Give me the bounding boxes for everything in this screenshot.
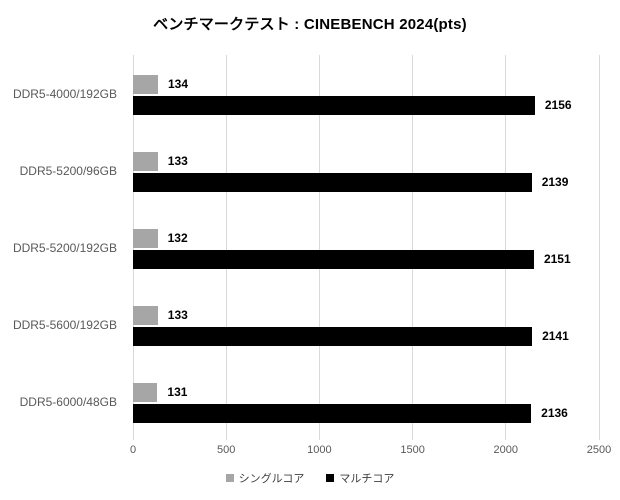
gridline: [225, 55, 227, 440]
category-axis: DDR5-4000/192GB DDR5-5200/96GB DDR5-5200/1…: [0, 55, 125, 440]
bar-row: 131 2136: [133, 363, 599, 440]
legend-item: マルチコア: [326, 470, 394, 486]
x-tick-label: 1500: [400, 444, 425, 456]
single-core-bar: [133, 229, 158, 248]
x-tick-label: 1000: [307, 444, 332, 456]
bar-row: 132 2151: [133, 209, 599, 286]
x-tick-label: 0: [129, 444, 137, 456]
legend-label: シングルコア: [238, 473, 305, 485]
multi-core-bar: [133, 173, 532, 192]
legend-swatch-icon: [225, 474, 234, 482]
multi-core-bar: [133, 96, 535, 115]
bar-row: 134 2156: [133, 55, 599, 132]
legend-swatch-icon: [326, 474, 335, 482]
legend: シングルコア マルチコア: [0, 470, 620, 486]
bar-row: 133 2139: [133, 132, 599, 209]
multi-core-bar: [133, 404, 532, 423]
multi-core-bar: [133, 327, 533, 346]
gridline: [505, 55, 507, 440]
category-label: DDR5-6000/48GB: [19, 394, 117, 409]
legend-item: シングルコア: [225, 470, 305, 486]
plot-area: 134 2156 133 2139 132 2151 133 2141 131 2136: [132, 55, 600, 440]
x-tick-label: 2000: [493, 444, 519, 456]
x-axis: 0 500 1000 1500 2000 2500: [0, 444, 620, 460]
value-label: 132: [167, 231, 188, 245]
category-label: DDR5-5200/192GB: [12, 240, 117, 255]
gridline: [318, 55, 320, 440]
x-tick-label: 500: [217, 444, 236, 456]
chart-title: ベンチマークテスト : CINEBENCH 2024(pts): [153, 16, 467, 33]
multi-core-bar: [133, 250, 534, 269]
value-label: 2141: [542, 329, 569, 343]
value-label: 2136: [541, 406, 568, 420]
value-label: 2156: [544, 98, 572, 112]
value-label: 134: [167, 77, 188, 91]
legend-label: マルチコア: [339, 473, 395, 485]
bar-row: 133 2141: [133, 286, 599, 363]
gridline: [412, 55, 414, 440]
category-label: DDR5-5600/192GB: [12, 317, 117, 332]
value-label: 133: [167, 308, 188, 322]
single-core-bar: [133, 152, 158, 171]
category-label: DDR5-5200/96GB: [19, 163, 117, 178]
value-label: 2139: [541, 175, 569, 189]
gridline: [598, 55, 600, 440]
x-tick-label: 2500: [586, 444, 612, 456]
single-core-bar: [133, 383, 158, 402]
single-core-bar: [133, 75, 158, 94]
category-label: DDR5-4000/192GB: [12, 86, 117, 101]
value-label: 2151: [543, 252, 571, 266]
value-label: 131: [167, 385, 188, 399]
value-label: 133: [167, 154, 188, 168]
single-core-bar: [133, 306, 158, 325]
